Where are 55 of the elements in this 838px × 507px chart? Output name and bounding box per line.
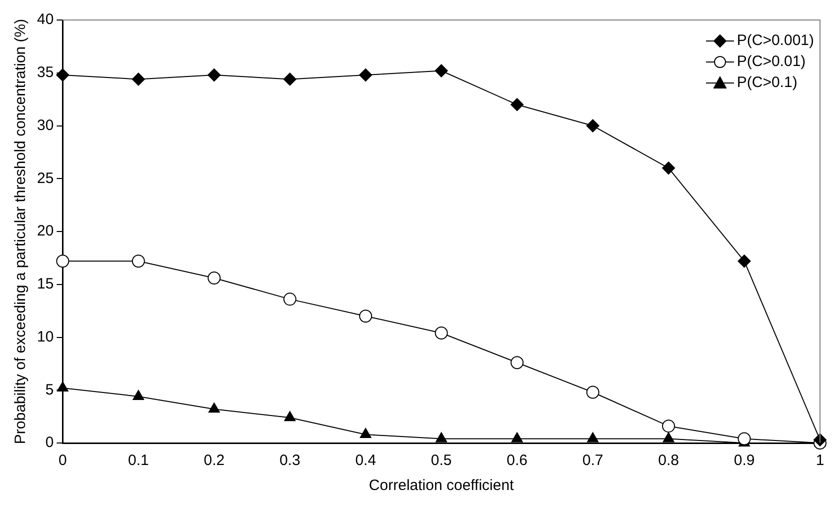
point (132, 72, 145, 86)
y-tick-label: 15 (36, 276, 54, 293)
y-tick-label: 20 (36, 222, 54, 240)
x-tick-label: 0.4 (355, 452, 376, 470)
y-tick-label: 25 (36, 170, 54, 187)
point (132, 390, 144, 400)
point (586, 119, 600, 132)
legend-label: P(C>0.01) (736, 52, 806, 72)
point (662, 420, 676, 433)
y-tick-label: 0 (45, 434, 54, 452)
x-tick-label: 0.2 (204, 452, 225, 470)
point (56, 68, 70, 82)
point (283, 292, 296, 306)
legend-label: P(C>0.001) (736, 31, 814, 51)
point (283, 72, 296, 86)
point (738, 254, 751, 268)
point (587, 432, 598, 442)
point (56, 254, 70, 268)
point (814, 433, 826, 446)
point (738, 432, 751, 446)
point (208, 272, 221, 285)
point (208, 68, 221, 82)
point (434, 64, 448, 78)
x-tick-label: 0.7 (582, 452, 604, 470)
point (511, 432, 523, 442)
point (662, 162, 676, 175)
point (434, 326, 448, 340)
y-tick-label: 40 (36, 11, 54, 28)
y-tick-label: 10 (36, 328, 54, 346)
y-tick-label: 30 (36, 116, 54, 134)
point (510, 356, 524, 370)
point (436, 432, 448, 442)
x-tick-label: 0.9 (734, 452, 755, 470)
point (586, 386, 600, 399)
legend-label: P(C>0.1) (736, 73, 798, 93)
x-tick-label: 0 (58, 452, 67, 470)
y-tick-label: 35 (36, 64, 54, 82)
y-axis-title: Probability of exceeding a particular threshold concentration (%) (12, 18, 30, 444)
x-tick-label: 0.3 (279, 452, 300, 470)
x-tick-label: 1 (816, 452, 824, 470)
point (510, 98, 524, 112)
x-tick-label: 0.8 (658, 452, 679, 470)
point (208, 402, 220, 413)
y-tick-label: 5 (45, 381, 54, 398)
x-tick-label: 0.5 (430, 452, 452, 470)
x-axis-title: Correlation coefficient (368, 477, 515, 494)
point (359, 310, 372, 323)
point (132, 254, 145, 268)
point (662, 432, 674, 442)
point (284, 411, 296, 422)
x-tick-label: 0.6 (506, 452, 528, 470)
point (359, 68, 372, 82)
point (56, 382, 68, 392)
point (360, 428, 372, 438)
x-tick-label: 0.1 (128, 452, 149, 470)
